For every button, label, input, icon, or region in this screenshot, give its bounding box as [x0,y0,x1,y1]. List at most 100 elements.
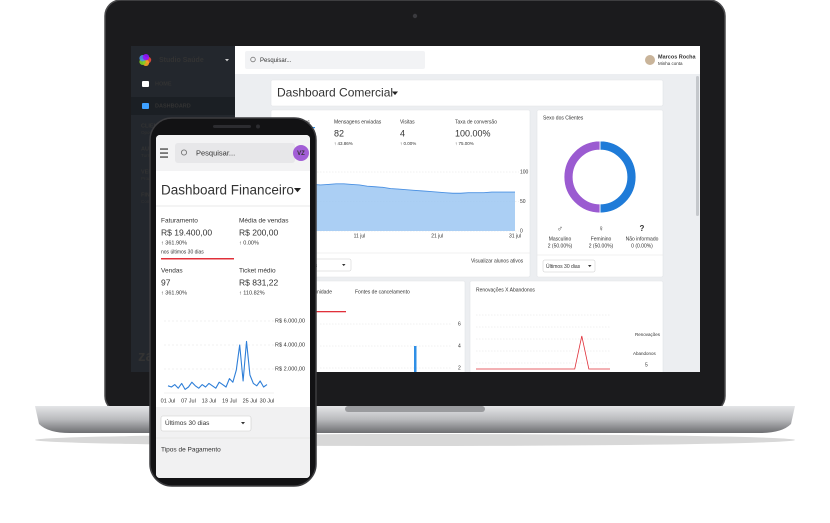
caret [342,264,346,267]
legend-label: Masculino [549,236,572,242]
legend-value: 2 (50.00%) [548,243,573,249]
sidebar-item: HOME [155,81,172,87]
menu-icon-bar [160,156,168,158]
search-icon [250,56,256,63]
x-tick-label: 13 Jul [202,398,217,404]
laptop-shadow [35,434,795,446]
kpi-change: ↑ 43.86% [334,141,353,146]
caret [294,188,301,193]
phone-screen: Pesquisar... VZ Dashboard Financeiro Fatura… [156,135,310,478]
user-subtitle: Minha conta [658,61,683,66]
area-line [304,183,515,194]
caret [225,59,229,62]
kpi-change: ↑ 75.00% [455,141,474,146]
section-title: Tipos de Pagamento [161,447,221,454]
avatar[interactable] [293,145,309,161]
caret [241,422,245,425]
sidebar-subitem: Cont [141,199,151,204]
kpi-note: nos últimos 30 dias [161,249,204,255]
title-card: Dashboard Comercial [270,79,664,107]
kpi-label: Faturamento [161,218,198,225]
kpi-value: 100.00% [455,128,491,138]
menu-icon-bar [160,152,168,154]
kpi-label: Média de vendas [239,218,289,225]
period-select[interactable] [160,415,252,432]
search-icon [180,149,188,156]
area [305,183,515,231]
kpi-change: ↑ 110.82% [239,290,265,296]
donut-slice [563,140,601,214]
y-tick-label: 2 [458,365,461,371]
sidebar-subitem: Turm [141,153,152,158]
menu-icon-bar [160,148,168,150]
line [476,335,610,370]
phone-camera [256,124,260,129]
y-tick-label: 100 [520,169,529,175]
kpi-value: R$ 200,00 [239,227,278,237]
sidebar-active-bg [131,97,235,115]
sidebar-icon [142,81,149,87]
kpi-change: ↑ 361.90% [161,290,187,296]
bar [414,346,417,372]
legend-value: 0 (0.00%) [631,243,653,249]
caret [588,265,592,268]
tab: tunidade [313,289,332,295]
phone-speaker [213,125,251,128]
y-tick-label: 0 [520,228,523,234]
kpi-change: ↑ 0.00% [400,141,416,146]
dashboard-title: Dashboard Comercial [277,86,393,100]
sidebar-subitem: Opor [141,130,152,135]
line [167,340,268,390]
x-tick-label: 31 jul [509,233,521,239]
x-tick-label: 11 jul [354,233,366,239]
legend-label: Abandonos [633,351,657,356]
search-box[interactable] [245,51,425,69]
card-bg [270,79,664,107]
renewals-card: Renovações X Abandonos Renovações Abandono… [469,280,664,372]
x-tick-label: 01 Jul [161,398,176,404]
legend-value: 5 [645,362,648,368]
kpi-value: 82 [334,128,344,138]
kpi-label: Vendas [161,268,183,275]
view-link: Visualizar alunos ativos [471,258,524,264]
x-tick-label: 21 jul [431,233,443,239]
card-bg [299,280,466,372]
kpi-value: 4 [400,128,405,138]
kpi-label: Visitas [400,119,415,125]
user-avatar[interactable] [645,55,655,65]
avatar-initials: VZ [297,151,305,157]
brand-logo-petal [142,53,150,61]
y-tick-label: R$ 6.000,00 [275,318,305,324]
user-name: Marcos Rocha [658,54,697,60]
card-title: Sexo dos Clientes [543,115,584,121]
tab-underline [300,311,346,313]
kpi-label: Mensagens enviadas [334,119,382,125]
scrollbar [696,76,699,216]
card-bg [536,109,664,278]
sidebar-item: CLIENTE [141,123,165,129]
legend-value: 2 (50.00%) [589,243,614,249]
sidebar-item: DASHBOARD [155,103,191,109]
search-box[interactable] [175,143,295,163]
dashboard-title: Dashboard Financeiro [161,183,294,198]
kpi-change: ↑ 0.00% [239,240,259,246]
y-tick-label: 4 [458,343,461,349]
period-select[interactable] [542,259,596,273]
sidebar-item: AUL [141,146,153,152]
x-tick-label: 25 Jul [243,398,258,404]
search-placeholder: Pesquisar... [260,58,292,64]
brand-name: Studio Saúde [159,57,204,64]
laptop-camera [412,13,418,19]
x-tick-label: 07 Jul [181,398,196,404]
sidebar-item: VEN [141,169,152,175]
kpi-value: R$ 831,22 [239,277,278,287]
kpi-value: R$ 19.400,00 [161,227,212,237]
card-title: Renovações X Abandonos [476,287,535,293]
y-tick-label: R$ 4.000,00 [275,342,305,348]
laptop-notch [345,406,485,412]
legend-icon: ♀ [598,224,604,233]
sidebar-icon [142,103,149,109]
kpi-change: ↑ 361.90% [161,240,187,246]
